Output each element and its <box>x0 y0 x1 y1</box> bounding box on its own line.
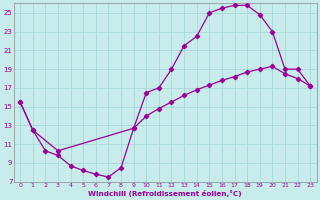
X-axis label: Windchill (Refroidissement éolien,°C): Windchill (Refroidissement éolien,°C) <box>88 190 242 197</box>
